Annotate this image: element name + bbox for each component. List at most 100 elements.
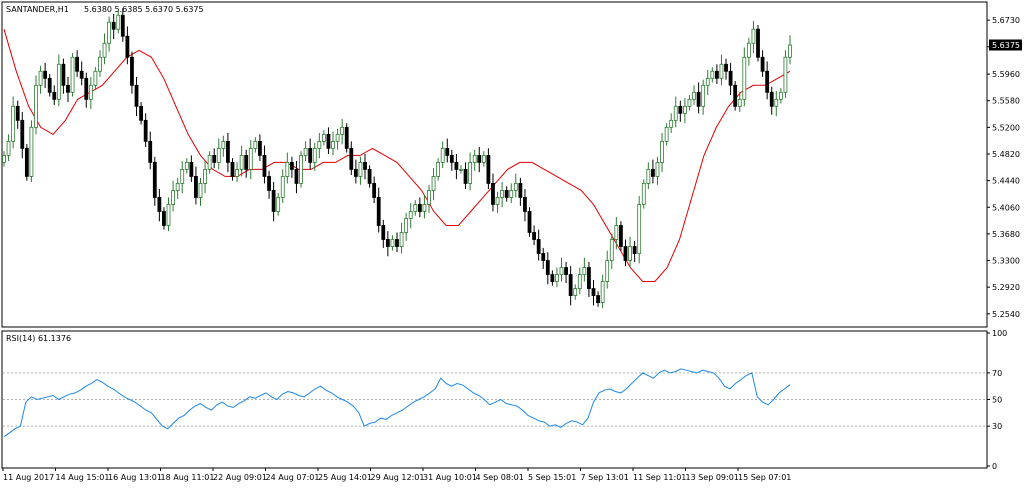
candle-body xyxy=(404,218,409,233)
candle-body xyxy=(765,70,770,93)
price-tick-label: 5.3680 xyxy=(992,230,1020,239)
candle-body xyxy=(335,133,340,142)
candle-body xyxy=(88,84,93,100)
candle-body xyxy=(239,154,244,170)
candle-body xyxy=(632,246,637,254)
candle-body xyxy=(477,154,482,163)
candle-body xyxy=(518,183,523,198)
candle-body xyxy=(504,190,509,198)
price-axis: 5.67305.63505.59605.55805.52005.48205.44… xyxy=(987,16,1020,319)
price-tick-label: 5.3300 xyxy=(992,257,1020,266)
candle-body xyxy=(472,154,477,163)
time-tick-label: 31 Aug 10:01 xyxy=(423,473,477,482)
rsi-tick-label: 50 xyxy=(992,396,1002,405)
candle-body xyxy=(582,267,587,275)
chart-symbol-label: SANTANDER,H1 xyxy=(6,5,69,14)
time-tick-label: 15 Sep 07:01 xyxy=(738,473,791,482)
candle-body xyxy=(294,169,299,184)
candle-body xyxy=(701,84,706,107)
candle-body xyxy=(705,77,710,86)
time-tick-label: 16 Aug 13:01 xyxy=(108,473,162,482)
candle-body xyxy=(98,56,102,72)
moving-average-line xyxy=(3,29,791,282)
rsi-line xyxy=(3,368,791,438)
candle-body xyxy=(413,204,418,212)
time-tick-label: 13 Sep 09:01 xyxy=(686,473,739,482)
candle-body xyxy=(399,232,404,247)
price-tick-label: 5.5960 xyxy=(992,70,1020,79)
candle-body xyxy=(774,98,779,107)
candle-body xyxy=(733,84,738,107)
candle-body xyxy=(445,147,450,156)
candle-body xyxy=(194,176,198,198)
candle-body xyxy=(783,56,788,93)
candle-body xyxy=(559,267,564,275)
candle-body xyxy=(317,140,322,149)
candle-body xyxy=(742,56,747,100)
candle-body xyxy=(143,119,148,142)
candle-body xyxy=(431,176,436,191)
rsi-tick-label: 30 xyxy=(992,422,1002,431)
candle-body xyxy=(769,91,774,107)
candle-body xyxy=(372,183,377,198)
candle-body xyxy=(637,204,642,254)
candle-body xyxy=(614,225,619,240)
candle-body xyxy=(422,204,427,212)
moving-average-layer xyxy=(3,29,791,282)
candle-body xyxy=(189,161,194,177)
candle-body xyxy=(395,239,399,247)
candle-body xyxy=(47,77,52,93)
candle-body xyxy=(75,56,80,72)
candle-body xyxy=(171,190,175,205)
candle-body xyxy=(116,14,121,30)
candle-body xyxy=(509,190,514,198)
candle-body xyxy=(651,169,655,177)
candle-body xyxy=(285,161,290,177)
candle-body xyxy=(198,183,203,198)
candle-body xyxy=(34,84,38,128)
candle-body xyxy=(130,56,134,86)
last-price-label: 5.6375 xyxy=(992,41,1020,50)
candle-body xyxy=(376,197,381,226)
time-tick-label: 18 Aug 11:01 xyxy=(161,473,215,482)
candle-body xyxy=(600,281,605,303)
candle-body xyxy=(248,147,253,170)
candle-body xyxy=(605,260,610,282)
candle-body xyxy=(500,190,505,198)
candle-body xyxy=(15,105,20,121)
candle-body xyxy=(682,105,687,114)
candle-body xyxy=(545,260,550,275)
candle-body xyxy=(756,28,760,58)
candle-body xyxy=(367,169,372,184)
candle-body xyxy=(596,295,600,303)
candle-body xyxy=(719,63,724,79)
price-tick-label: 5.4060 xyxy=(992,203,1020,212)
candle-body xyxy=(568,274,573,296)
candle-body xyxy=(459,169,463,171)
candle-body xyxy=(175,183,180,191)
candle-body xyxy=(751,28,756,44)
time-tick-label: 5 Sep 15:01 xyxy=(528,473,576,482)
candle-body xyxy=(463,169,468,184)
candle-body xyxy=(609,239,614,261)
time-tick-label: 7 Sep 13:01 xyxy=(581,473,629,482)
candle-body xyxy=(696,91,701,107)
time-tick-label: 24 Aug 07:01 xyxy=(266,473,320,482)
candle-body xyxy=(591,288,596,296)
main-price-frame xyxy=(1,1,988,328)
candle-body xyxy=(29,126,34,177)
candlesticks-layer xyxy=(2,8,792,309)
candle-body xyxy=(449,154,454,163)
candle-body xyxy=(486,154,491,184)
candle-body xyxy=(230,161,235,177)
candle-body xyxy=(587,267,591,289)
candle-body xyxy=(152,161,157,198)
candle-body xyxy=(212,154,217,163)
candle-body xyxy=(244,154,249,170)
time-tick-label: 25 Aug 14:01 xyxy=(318,473,372,482)
candle-body xyxy=(321,133,326,142)
candle-body xyxy=(349,147,354,170)
candle-body xyxy=(166,204,171,226)
